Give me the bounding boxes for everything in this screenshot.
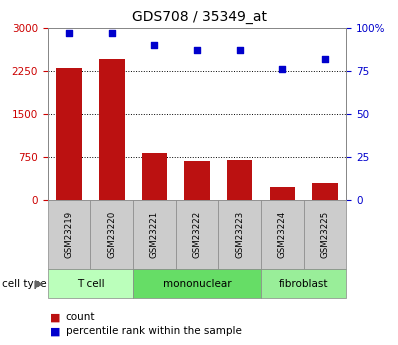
Text: count: count bbox=[66, 313, 95, 322]
Point bbox=[194, 47, 200, 53]
Text: ■: ■ bbox=[50, 313, 60, 322]
Bar bbox=[312, 184, 338, 200]
Text: GSM23221: GSM23221 bbox=[150, 211, 159, 258]
Bar bbox=[56, 68, 82, 200]
Point bbox=[322, 56, 328, 61]
Text: fibroblast: fibroblast bbox=[279, 279, 328, 289]
Text: GSM23225: GSM23225 bbox=[320, 211, 330, 258]
Text: ■: ■ bbox=[50, 326, 60, 336]
Text: mononuclear: mononuclear bbox=[163, 279, 231, 289]
Point bbox=[66, 30, 72, 36]
Point bbox=[279, 66, 285, 72]
Text: GSM23219: GSM23219 bbox=[64, 211, 74, 258]
Text: GSM23220: GSM23220 bbox=[107, 211, 116, 258]
Text: GDS708 / 35349_at: GDS708 / 35349_at bbox=[131, 10, 267, 24]
Text: GSM23223: GSM23223 bbox=[235, 211, 244, 258]
Text: GSM23224: GSM23224 bbox=[278, 211, 287, 258]
Text: ▶: ▶ bbox=[35, 279, 44, 289]
Point bbox=[109, 30, 115, 36]
Text: T cell: T cell bbox=[76, 279, 104, 289]
Text: percentile rank within the sample: percentile rank within the sample bbox=[66, 326, 242, 336]
Bar bbox=[269, 187, 295, 200]
Text: cell type: cell type bbox=[2, 279, 47, 289]
Text: GSM23222: GSM23222 bbox=[193, 211, 201, 258]
Bar bbox=[142, 153, 167, 200]
Bar bbox=[184, 161, 210, 200]
Point bbox=[151, 42, 158, 48]
Bar bbox=[227, 160, 252, 200]
Point bbox=[236, 47, 243, 53]
Bar bbox=[99, 59, 125, 200]
